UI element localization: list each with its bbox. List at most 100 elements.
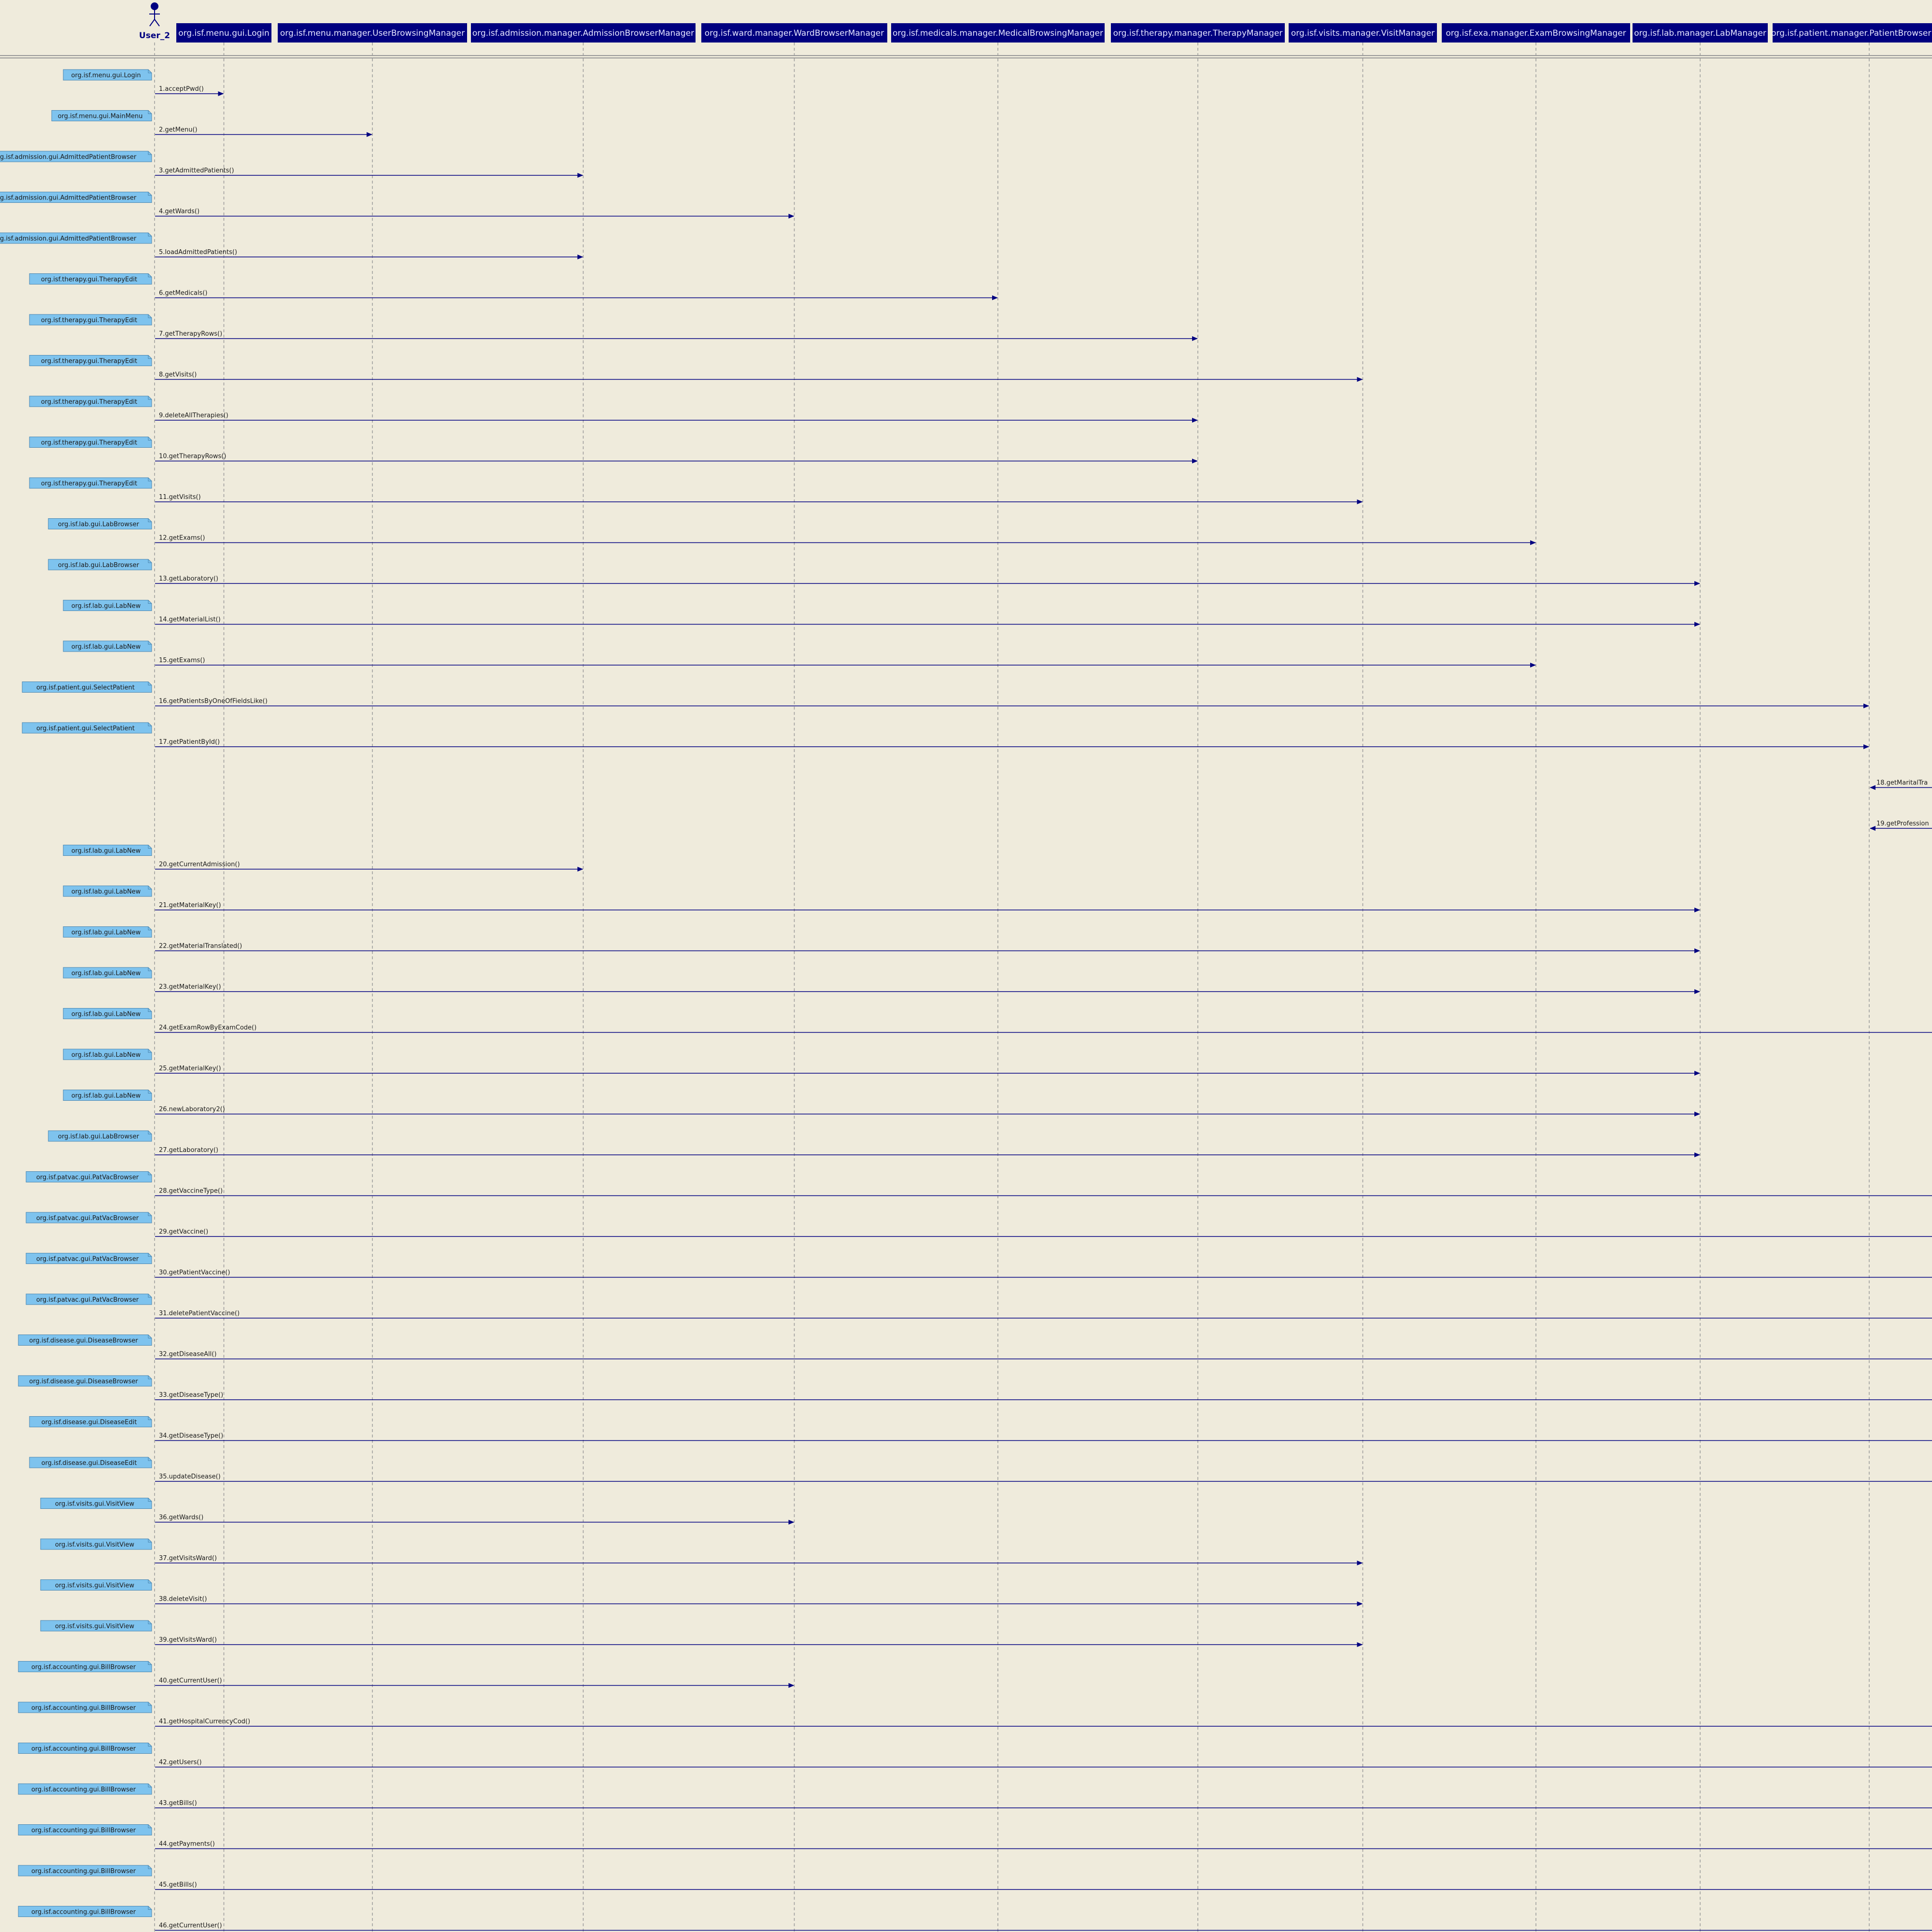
- message-note-text: org.isf.accounting.gui.BillBrowser: [31, 1868, 136, 1875]
- actor-label: User_2: [139, 31, 170, 41]
- message-note-text: org.isf.accounting.gui.BillBrowser: [31, 1909, 136, 1916]
- participant: org.isf.patient.manager.PatientBrowserMa…: [1771, 23, 1932, 43]
- message-label: 23.getMaterialKey(): [159, 983, 221, 991]
- message-note: [18, 1824, 152, 1835]
- message-note-text: org.isf.visits.gui.VisitView: [55, 1501, 134, 1508]
- message-note-text: org.isf.admission.gui.AdmittedPatientBro…: [0, 235, 137, 242]
- message-note: [29, 314, 152, 326]
- message-label: 35.updateDisease(): [159, 1473, 221, 1480]
- participant-label: org.isf.menu.manager.UserBrowsingManager: [280, 28, 465, 38]
- message-label: 26.newLaboratory2(): [159, 1106, 225, 1113]
- note-fold: [148, 1376, 152, 1379]
- message: org.isf.lab.gui.LabBrowser 12.getExams(): [48, 518, 1536, 545]
- note-fold: [148, 1661, 152, 1665]
- message: org.isf.patient.gui.SelectPatient 17.getP…: [22, 722, 1869, 749]
- message-note: [63, 967, 152, 979]
- message-note: [48, 559, 152, 570]
- note-fold: [148, 886, 152, 890]
- note-fold: [148, 314, 152, 318]
- note-fold: [148, 1294, 152, 1298]
- note-fold: [148, 1702, 152, 1706]
- message-note: [18, 1702, 152, 1713]
- message-note: [29, 437, 152, 448]
- participant-box: [1773, 23, 1932, 43]
- message: org.isf.accounting.gui.BillBrowser 42.get…: [18, 1743, 1932, 1768]
- message: org.isf.lab.gui.LabNew 26.newLaboratory2(…: [63, 1090, 1700, 1117]
- message-note: [26, 1171, 152, 1182]
- message-note: [29, 355, 152, 366]
- message-note: [29, 273, 152, 284]
- message: org.isf.patvac.gui.PatVacBrowser 30.getPa…: [26, 1253, 1932, 1278]
- message: org.isf.disease.gui.DiseaseEdit 35.update…: [29, 1457, 1932, 1482]
- message-note-text: org.isf.lab.gui.LabNew: [71, 1011, 141, 1018]
- message-label: 4.getWards(): [159, 208, 199, 215]
- message-note: [0, 232, 152, 244]
- note-fold: [148, 600, 152, 604]
- message-note: [40, 1620, 152, 1632]
- message-label: 34.getDiseaseType(): [159, 1433, 223, 1440]
- message: org.isf.therapy.gui.TherapyEdit 6.getMedi…: [29, 273, 998, 300]
- message-note-text: org.isf.visits.gui.VisitView: [55, 1623, 134, 1630]
- message-note-text: org.isf.lab.gui.LabBrowser: [58, 1133, 140, 1140]
- message-note-text: org.isf.lab.gui.LabNew: [71, 848, 141, 855]
- message-note: [51, 110, 152, 121]
- message-note-text: org.isf.accounting.gui.BillBrowser: [31, 1746, 136, 1753]
- note-fold: [148, 1620, 152, 1624]
- message: org.isf.patient.gui.SelectPatient 16.getP…: [22, 682, 1869, 709]
- participant-box: [1442, 23, 1630, 43]
- note-fold: [148, 1498, 152, 1502]
- message-note-text: org.isf.menu.gui.MainMenu: [58, 113, 143, 120]
- message-note-text: org.isf.accounting.gui.BillBrowser: [31, 1705, 136, 1712]
- participant-box: [1111, 23, 1285, 43]
- message-note-text: org.isf.visits.gui.VisitView: [55, 1582, 134, 1590]
- participant: org.isf.therapy.manager.TherapyManager: [1111, 23, 1285, 43]
- note-fold: [148, 1335, 152, 1338]
- message-note: [0, 151, 152, 162]
- message-note-text: org.isf.accounting.gui.BillBrowser: [31, 1664, 136, 1671]
- message-label: 22.getMaterialTranslated(): [159, 943, 242, 950]
- note-fold: [148, 518, 152, 522]
- message-label: 19.getProfession: [1876, 820, 1929, 827]
- message: org.isf.admission.gui.AdmittedPatientBro…: [0, 232, 583, 259]
- message-note: [26, 1293, 152, 1305]
- lifelines: [154, 43, 1870, 1932]
- message-label: 38.deleteVisit(): [159, 1596, 207, 1603]
- message-label: 46.getCurrentUser(): [159, 1922, 222, 1930]
- message-note-text: org.isf.lab.gui.LabNew: [71, 970, 141, 977]
- actor-left-leg: [149, 19, 155, 27]
- message: org.isf.patvac.gui.PatVacBrowser 31.delet…: [26, 1293, 1932, 1319]
- message-note-text: org.isf.patient.gui.SelectPatient: [36, 725, 135, 732]
- participant-box: [1289, 23, 1437, 43]
- message: org.isf.lab.gui.LabNew 14.getMaterialList…: [63, 600, 1700, 627]
- note-fold: [148, 1090, 152, 1094]
- message: org.isf.accounting.gui.BillBrowser 41.get…: [18, 1702, 1932, 1727]
- message-note-text: org.isf.therapy.gui.TherapyEdit: [41, 317, 137, 324]
- message-note: [22, 682, 152, 693]
- participants: org.isf.menu.gui.Login org.isf.menu.manag…: [176, 23, 1932, 43]
- message: org.isf.visits.gui.VisitView 38.deleteVis…: [40, 1579, 1363, 1606]
- message: org.isf.menu.gui.MainMenu 2.getMenu(): [51, 110, 372, 137]
- message-note-text: org.isf.lab.gui.LabNew: [71, 929, 141, 937]
- message-note: [18, 1743, 152, 1754]
- message-note: [22, 722, 152, 734]
- message-note: [40, 1579, 152, 1591]
- message: org.isf.therapy.gui.TherapyEdit 7.getTher…: [29, 314, 1198, 341]
- note-fold: [148, 1906, 152, 1910]
- message-note: [63, 640, 152, 652]
- actor-right-leg: [154, 19, 160, 27]
- message: org.isf.disease.gui.DiseaseEdit 34.getDis…: [29, 1416, 1932, 1441]
- note-fold: [148, 1171, 152, 1175]
- message-note: [63, 69, 152, 81]
- message: org.isf.lab.gui.LabBrowser 13.getLaborato…: [48, 559, 1700, 586]
- message-label: 16.getPatientsByOneOfFieldsLike(): [159, 698, 268, 705]
- message-label: 42.getUsers(): [159, 1759, 202, 1766]
- note-fold: [148, 192, 152, 196]
- message-label: 21.getMaterialKey(): [159, 902, 221, 909]
- participant-box: [471, 23, 696, 43]
- message-note: [18, 1335, 152, 1346]
- message-note: [18, 1783, 152, 1795]
- note-fold: [148, 926, 152, 930]
- message: org.isf.lab.gui.LabNew 22.getMaterialTran…: [63, 926, 1700, 953]
- message: org.isf.lab.gui.LabNew 25.getMaterialKey(…: [63, 1049, 1700, 1076]
- message-note: [18, 1865, 152, 1876]
